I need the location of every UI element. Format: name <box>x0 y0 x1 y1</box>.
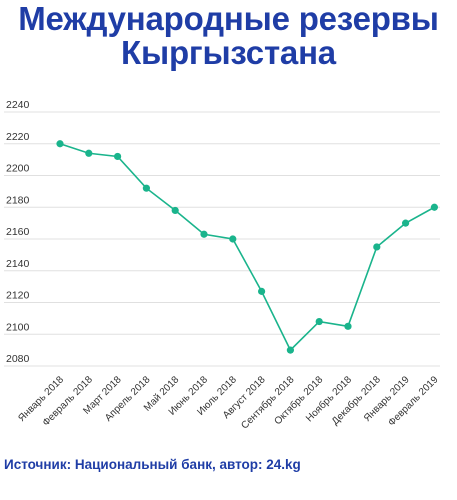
data-points <box>56 140 438 354</box>
y-tick-label: 2140 <box>6 258 30 270</box>
data-point <box>258 287 266 295</box>
line-chart: 2080 2100 2120 2140 2160 2180 2200 2220 2240 Янв… <box>4 99 441 431</box>
data-point <box>171 206 179 215</box>
data-point <box>56 140 64 148</box>
y-tick-label: 2080 <box>6 353 30 365</box>
data-point <box>430 203 438 211</box>
x-tick-label: Февраль 2019 <box>386 374 441 429</box>
y-tick-label: 2200 <box>6 163 30 175</box>
y-tick-labels: 2080 2100 2120 2140 2160 2180 2200 2220 2240 <box>6 99 30 365</box>
series-line <box>59 142 435 352</box>
chart-title: Международные резервы Кыргызстана <box>0 2 457 70</box>
data-point <box>200 230 208 238</box>
y-tick-label: 2220 <box>6 131 30 143</box>
data-point <box>373 243 381 251</box>
data-point <box>344 322 352 330</box>
y-tick-label: 2180 <box>6 194 30 206</box>
data-point <box>142 184 150 192</box>
data-point <box>85 149 93 157</box>
x-tick-label: Декабрь 2018 <box>329 373 383 427</box>
data-point <box>229 235 237 243</box>
grid-lines <box>4 111 440 367</box>
data-point <box>402 219 410 227</box>
data-point <box>286 346 294 354</box>
source-caption: Источник: Национальный банк, автор: 24.k… <box>4 457 301 472</box>
title-line-1: Международные резервы <box>18 0 439 37</box>
title-line-2: Кыргызстана <box>121 34 336 71</box>
series-polyline <box>59 142 435 352</box>
y-tick-label: 2120 <box>6 290 30 302</box>
y-tick-label: 2240 <box>6 99 30 111</box>
x-tick-label: Февраль 2018 <box>41 374 96 429</box>
data-point <box>114 152 122 161</box>
x-tick-label: Октябрь 2018 <box>272 373 326 427</box>
y-tick-label: 2160 <box>6 226 30 238</box>
data-point <box>315 317 323 326</box>
y-tick-label: 2100 <box>6 321 30 333</box>
